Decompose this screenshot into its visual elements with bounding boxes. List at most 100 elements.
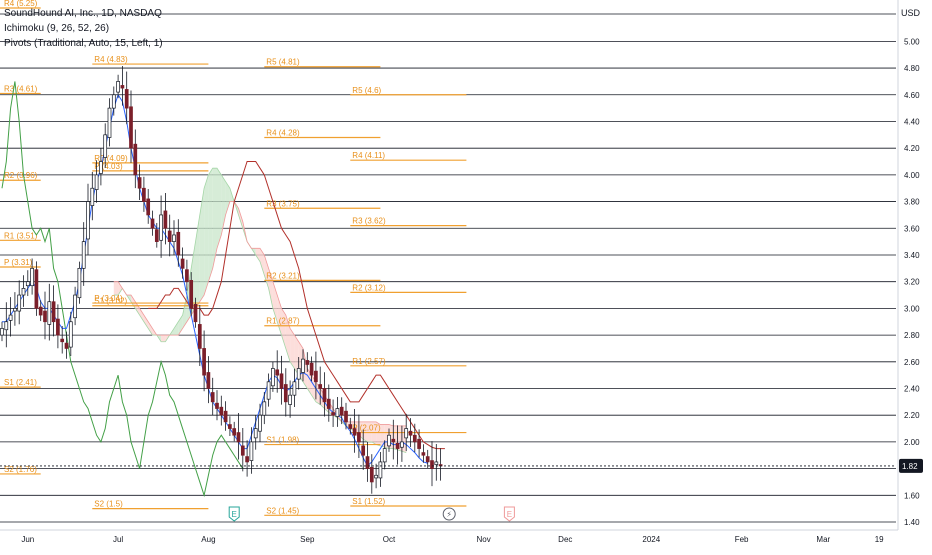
price-tick-label: 4.60 [904, 91, 920, 100]
currency-label[interactable]: USD [900, 8, 920, 18]
candle-body [228, 424, 232, 429]
candle-body [275, 369, 280, 376]
candle-body [193, 304, 198, 323]
price-tick-label: 3.40 [904, 251, 920, 260]
candle-body [292, 381, 297, 396]
price-tick-label: 1.40 [904, 518, 920, 527]
pivot-label: R4 (5.25) [4, 0, 38, 8]
pivot-levels: R4 (5.25) R3 (4.61) R2 (3.96) R1 (3.51) P (3… [0, 0, 467, 516]
price-tick-label: 4.80 [904, 64, 920, 73]
candle-body [309, 362, 314, 376]
earnings-event-icon [228, 506, 240, 522]
candle-body [421, 452, 426, 456]
last-price-badge [899, 458, 923, 473]
candle-body [94, 174, 99, 190]
cloud-segment [212, 168, 217, 269]
candle-body [322, 388, 327, 403]
candle-body [30, 267, 34, 287]
candle-body [137, 177, 142, 189]
candle-body [391, 438, 396, 443]
candle-body [314, 370, 318, 383]
candle-body [21, 288, 26, 296]
candle-body [13, 308, 17, 312]
candle-body [400, 441, 404, 448]
pivot-label: S1 (1.52) [352, 497, 385, 506]
symbol-title[interactable]: SoundHound AI, Inc., 1D, NASDAQ [4, 8, 162, 19]
pivot-label: S1 (3.02) [94, 297, 127, 306]
candle-body [142, 187, 146, 202]
ichimoku-lines [1, 81, 445, 498]
candle-body [232, 428, 237, 436]
candle-body [296, 368, 301, 380]
candle-body [210, 392, 215, 403]
candle-body [288, 394, 292, 405]
earnings-event-icon [503, 506, 515, 522]
cloud-segment [161, 335, 166, 342]
pivot-label: R4 (4.83) [94, 55, 128, 64]
candle-body [159, 214, 163, 241]
candle-body [348, 424, 353, 429]
cloud-segment [260, 248, 265, 276]
cloud-segment [118, 281, 123, 296]
price-axis[interactable]: 1.401.601.802.002.202.402.602.803.003.20… [0, 0, 923, 530]
pivot-label: P (2.07) [352, 424, 381, 433]
candle-body [249, 441, 254, 461]
event-marker-glyph: ⚡ [446, 510, 452, 519]
event-marker-glyph: E [232, 510, 237, 519]
pivot-label: S2 (1.45) [266, 506, 299, 515]
pivot-label: R2 (3.21) [266, 271, 300, 280]
candle-body [43, 310, 47, 323]
cloud-segment [204, 174, 209, 296]
candle-body [245, 456, 249, 463]
candle-body [408, 430, 413, 436]
candle-body [167, 230, 172, 242]
cloud-segment [113, 281, 119, 296]
candle-body [236, 432, 241, 443]
candle-body [206, 372, 211, 389]
cloud-segment [221, 174, 226, 235]
candle-body [283, 384, 288, 403]
candle-body [86, 201, 90, 240]
cloud-segment [174, 321, 179, 336]
candle-body [146, 198, 151, 216]
senkou-span-b [113, 201, 407, 427]
time-tick-label: Nov [476, 535, 490, 544]
pivot-label: R5 (4.6) [352, 86, 381, 95]
candle-body [271, 368, 275, 387]
candle-body [133, 143, 138, 176]
candle-body [412, 434, 417, 443]
candle-body [215, 402, 219, 409]
pivot-label: R2 (3.12) [352, 283, 386, 292]
candle-body [81, 241, 86, 269]
candle-body [38, 306, 43, 316]
candle-body [8, 314, 13, 321]
candle-body [73, 294, 77, 319]
candles[interactable] [0, 65, 443, 494]
candle-body [116, 81, 120, 93]
candle-body [202, 348, 206, 376]
candle-body [258, 414, 262, 432]
candle-body [301, 358, 305, 373]
pivot-label: P (3.04) [94, 294, 123, 303]
pivots-legend[interactable]: Pivots (Traditional, Auto, 15, Left, 1) [4, 38, 163, 49]
candle-body [262, 401, 267, 416]
cloud-segment [217, 168, 222, 249]
candle-body [318, 384, 323, 389]
event-markers[interactable]: E ⚡ E [228, 506, 515, 522]
cloud-segment [290, 328, 295, 369]
ichimoku-legend[interactable]: Ichimoku (9, 26, 52, 26) [4, 23, 110, 34]
cloud-segment [139, 308, 144, 322]
pivot-label: R1 (2.57) [352, 357, 386, 366]
candle-body [163, 210, 168, 229]
candle-body [387, 434, 391, 447]
candle-body [111, 94, 116, 109]
candle-body [172, 234, 176, 242]
cloud-segment [238, 208, 243, 229]
time-axis[interactable]: Jun Jul Aug Sep Oct Nov Dec 2024 Feb Mar 19 [0, 529, 898, 544]
time-tick-label: Mar [816, 535, 830, 544]
price-tick-label: 3.00 [904, 304, 920, 313]
candle-body [352, 428, 357, 436]
cloud-segment [195, 214, 200, 309]
